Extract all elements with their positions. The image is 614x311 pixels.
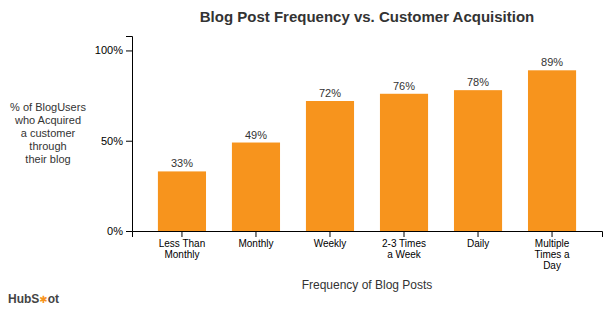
tick-label: Daily bbox=[467, 238, 489, 249]
x-axis: Less ThanMonthly Monthly Weekly 2-3 Timesa … bbox=[133, 231, 603, 271]
tick-mark bbox=[404, 231, 405, 237]
tick: 100% bbox=[95, 44, 132, 56]
data-label: 49% bbox=[245, 129, 267, 141]
tick-mark bbox=[126, 50, 132, 51]
bar bbox=[306, 101, 354, 231]
annotation-part: S bbox=[31, 292, 39, 306]
data-label: 72% bbox=[319, 87, 341, 99]
bar bbox=[528, 70, 576, 231]
bar bbox=[380, 94, 428, 231]
tick-label: 50% bbox=[101, 135, 123, 147]
tick-mark bbox=[255, 231, 256, 237]
tick-mark bbox=[126, 141, 132, 142]
data-label: 89% bbox=[541, 56, 563, 68]
axis-line bbox=[126, 37, 133, 232]
tick: Less ThanMonthly bbox=[159, 231, 206, 260]
tick-mark bbox=[552, 231, 553, 237]
tick-label: MultipleTimes aDay bbox=[534, 238, 570, 271]
tick: 0% bbox=[107, 225, 132, 237]
tick-label: 100% bbox=[95, 44, 123, 56]
data-labels: 33% 49% 72% 76% 78% 89% bbox=[171, 56, 563, 169]
tick-label: Less ThanMonthly bbox=[159, 238, 206, 260]
x-axis-title: Frequency of Blog Posts bbox=[302, 278, 433, 292]
annotation-part: Hub bbox=[8, 292, 31, 306]
tick-label: Monthly bbox=[238, 238, 273, 249]
tick: Daily bbox=[467, 231, 489, 249]
plot: 33% 49% 72% 76% 78% 89% 0% 50% 100% Less ThanMont… bbox=[95, 37, 603, 272]
annotation-part: ✱ bbox=[39, 294, 47, 305]
bar bbox=[232, 143, 280, 231]
y-axis: 0% 50% 100% bbox=[95, 37, 133, 238]
bar bbox=[454, 90, 502, 231]
tick-mark bbox=[329, 231, 330, 237]
tick: 50% bbox=[101, 135, 132, 147]
data-label: 78% bbox=[467, 76, 489, 88]
tick-label: Weekly bbox=[314, 238, 347, 249]
tick: Weekly bbox=[314, 231, 347, 249]
tick-mark bbox=[478, 231, 479, 237]
y-axis-title: % of BlogUserswho Acquireda customerthro… bbox=[10, 100, 86, 164]
annotation: HubS✱ot bbox=[8, 292, 59, 306]
annotation-part: ot bbox=[48, 292, 59, 306]
tick-mark bbox=[126, 231, 132, 232]
chart: 33% 49% 72% 76% 78% 89% 0% 50% 100% Less ThanMont… bbox=[0, 0, 614, 311]
tick-mark bbox=[181, 231, 182, 237]
tick: 2-3 Timesa Week bbox=[382, 231, 426, 260]
data-label: 76% bbox=[393, 80, 415, 92]
tick-label: 0% bbox=[107, 225, 123, 237]
data-label: 33% bbox=[171, 157, 193, 169]
tick: MultipleTimes aDay bbox=[534, 231, 570, 271]
title: Blog Post Frequency vs. Customer Acquisi… bbox=[200, 8, 535, 25]
tick-label: 2-3 Timesa Week bbox=[382, 238, 426, 260]
axis-line bbox=[133, 232, 603, 238]
bar bbox=[158, 171, 206, 231]
bars bbox=[158, 70, 576, 231]
tick: Monthly bbox=[238, 231, 273, 249]
